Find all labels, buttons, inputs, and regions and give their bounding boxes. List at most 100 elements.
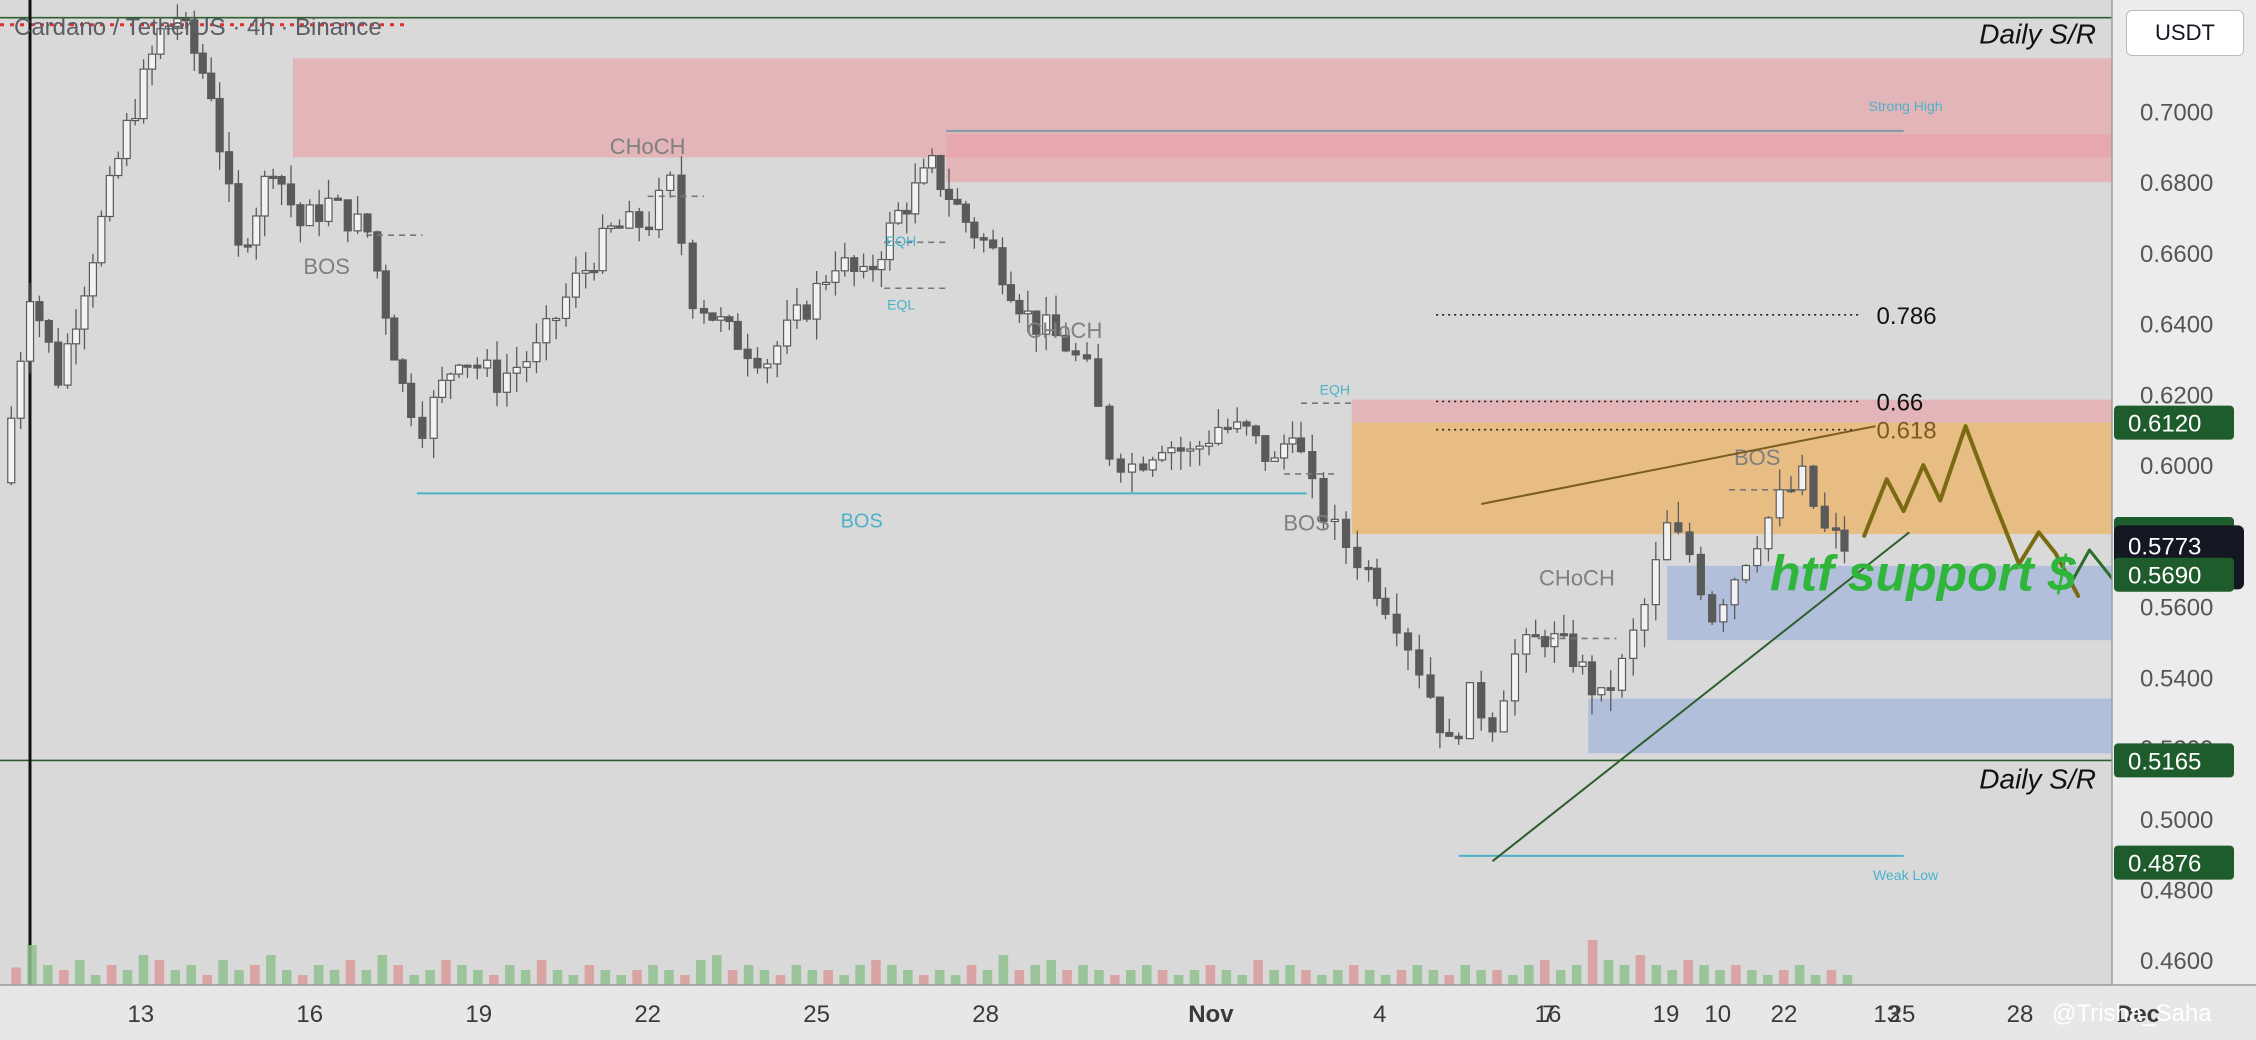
volume-bar: [1619, 965, 1630, 985]
candle-body: [363, 213, 372, 233]
candle-body: [1629, 629, 1638, 660]
volume-bar: [584, 965, 595, 985]
y-tick-label: 0.6000: [2140, 453, 2213, 480]
candle-body: [97, 215, 106, 264]
candle-body: [1696, 553, 1705, 596]
candle-body: [190, 19, 199, 54]
volume-bar: [1078, 965, 1088, 985]
candle-body: [1820, 505, 1829, 529]
volume-bar: [711, 955, 722, 985]
volume-bar: [727, 970, 738, 985]
candle-body: [492, 359, 502, 393]
candle-body: [1139, 463, 1148, 471]
candle-body: [821, 281, 831, 286]
volume-bar: [1635, 955, 1646, 985]
candle-body: [343, 199, 352, 232]
candle-body: [1176, 447, 1185, 452]
volume-bar: [43, 965, 53, 985]
candle-body: [1753, 548, 1762, 567]
volume-bar: [1062, 970, 1072, 985]
volume-bar: [1731, 965, 1741, 985]
candle-body: [35, 301, 44, 322]
candle-body: [936, 155, 945, 191]
volume-bar: [1651, 965, 1662, 985]
candle-body: [1364, 566, 1373, 571]
candle-body: [147, 53, 157, 70]
volume-bar: [425, 970, 435, 985]
price-badge: [2114, 743, 2234, 778]
volume-bar: [1253, 960, 1263, 985]
candle-body: [446, 373, 455, 381]
price-badge-label: 0.5690: [2128, 563, 2201, 590]
volume-bar: [839, 975, 849, 985]
candle-body: [390, 317, 399, 361]
candle-body: [25, 301, 35, 362]
candle-body: [438, 379, 447, 398]
candle-body: [542, 318, 551, 344]
x-tick-label: 7: [1542, 1001, 1555, 1028]
candle-body: [131, 118, 140, 122]
candle-body: [911, 182, 920, 215]
candle-body: [1061, 334, 1070, 352]
candle-body: [753, 357, 762, 369]
candle-body: [105, 174, 114, 218]
candle-body: [181, 18, 190, 22]
candle-body: [173, 18, 182, 27]
volume-bar: [122, 970, 133, 985]
candle-body: [1116, 458, 1125, 473]
candle-body: [571, 272, 580, 298]
candle-body: [1435, 696, 1445, 734]
volume-bar: [536, 960, 547, 985]
candle-body: [16, 360, 25, 419]
candle-body: [1840, 529, 1849, 552]
volume-bar: [1317, 975, 1327, 985]
candle-body: [716, 316, 725, 321]
candle-body: [1426, 674, 1435, 698]
candle-body: [373, 231, 382, 272]
candle-body: [1330, 518, 1339, 523]
candle-body: [1251, 425, 1261, 437]
candle-body: [1127, 463, 1137, 473]
volume-bar: [154, 960, 165, 985]
volume-bar: [1794, 965, 1805, 985]
candle-body: [666, 174, 675, 191]
candle-body: [1445, 731, 1454, 737]
candle-body: [1403, 632, 1413, 651]
structure-label: BOS: [841, 510, 883, 532]
candle-body: [1148, 459, 1157, 471]
volume-bar: [600, 970, 611, 985]
wedge-upper-line: [1481, 425, 1876, 505]
x-tick-label: 13: [127, 1001, 154, 1028]
candle-body: [1261, 435, 1270, 462]
candle-body: [1569, 633, 1578, 668]
candle-body: [688, 242, 697, 310]
candle-body: [1051, 314, 1061, 337]
currency-button[interactable]: USDT: [2126, 10, 2244, 56]
volume-bar: [90, 975, 101, 985]
candle-body: [7, 417, 16, 484]
volume-bar: [743, 965, 754, 985]
volume-bar: [1428, 970, 1439, 985]
candle-body: [677, 174, 686, 244]
volume-bar: [1380, 975, 1391, 985]
watermark-text: @Trisha_Saha: [2052, 1000, 2212, 1027]
candle-body: [859, 265, 868, 272]
volume-bar: [696, 960, 706, 985]
candle-body: [1353, 546, 1362, 569]
candle-body: [1477, 682, 1486, 719]
sr-label: Daily S/R: [1979, 19, 2096, 50]
candle-body: [979, 237, 988, 241]
candle-body: [198, 52, 207, 74]
price-badge-label: 0.6120: [2128, 411, 2201, 438]
volume-bar: [918, 975, 929, 985]
candle-body: [654, 189, 664, 231]
candle-body: [315, 204, 324, 223]
zone-rect: [1351, 399, 2112, 423]
candle-body: [44, 319, 53, 343]
candle-body: [894, 209, 903, 224]
candle-body: [1105, 405, 1114, 460]
candle-body: [1204, 442, 1214, 447]
fib-label: 0.786: [1877, 303, 1937, 330]
candle-body: [840, 257, 849, 272]
